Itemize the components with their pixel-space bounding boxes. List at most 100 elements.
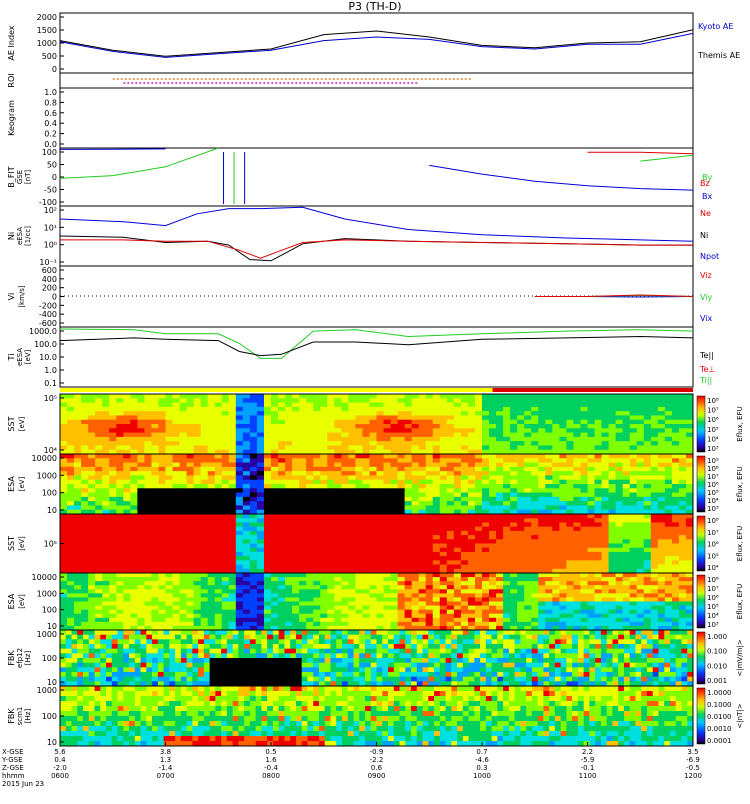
esa_e-cell bbox=[637, 475, 644, 480]
sst_e-cell bbox=[686, 403, 693, 408]
sst_e-cell bbox=[243, 415, 250, 420]
sst_e-cell bbox=[271, 415, 278, 420]
esa_i-cell bbox=[109, 581, 116, 585]
sst_i-cell bbox=[151, 514, 158, 519]
sst_e-cell bbox=[623, 445, 630, 450]
esa_e-cell bbox=[517, 488, 524, 493]
sst_i-cell bbox=[545, 514, 552, 519]
bfit-ytick: -50 bbox=[44, 186, 57, 195]
esa_e-cell bbox=[81, 454, 88, 459]
sst_i-cell bbox=[137, 552, 144, 557]
esa_e-cell bbox=[552, 471, 559, 476]
sst_e-cell bbox=[517, 428, 524, 433]
esa_i-cell bbox=[285, 614, 292, 618]
esa_e-cell bbox=[95, 488, 102, 493]
esa_e-cell bbox=[292, 493, 299, 498]
esa_e-cell bbox=[173, 493, 180, 498]
sst_e-cell bbox=[313, 428, 320, 433]
sst_i-cell bbox=[686, 527, 693, 532]
esa_i-cell bbox=[468, 593, 475, 597]
sst_e-cell bbox=[320, 445, 327, 450]
sst_e-cell bbox=[679, 437, 686, 442]
esa_e-cell bbox=[137, 471, 144, 476]
sst_e-cell bbox=[285, 441, 292, 446]
sst_e-cell bbox=[306, 437, 313, 442]
esa_e-cell bbox=[348, 488, 355, 493]
esa_i-cell bbox=[60, 610, 67, 614]
sst_i-cell bbox=[369, 552, 376, 557]
sst_e-cell bbox=[158, 407, 165, 412]
sst_e-cell bbox=[545, 441, 552, 446]
esa_e-cell bbox=[102, 463, 109, 468]
sst_e-cell bbox=[566, 445, 573, 450]
sst_i-cell bbox=[313, 565, 320, 570]
esa_e-cell bbox=[341, 458, 348, 463]
sst_e-cell bbox=[658, 411, 665, 416]
esa_i-cell bbox=[398, 602, 405, 606]
sst_i-cell bbox=[180, 552, 187, 557]
sst_e-cell bbox=[320, 415, 327, 420]
esa_e-cell bbox=[510, 480, 517, 485]
esa_e-cbtick: 10⁶ bbox=[707, 481, 719, 489]
sst_e-cell bbox=[123, 437, 130, 442]
sst_i-cell bbox=[398, 544, 405, 549]
esa_i-cell bbox=[355, 622, 362, 626]
esa_i-cell bbox=[412, 581, 419, 585]
bfit-units: [nT] bbox=[24, 170, 32, 184]
sst_e-cell bbox=[616, 445, 623, 450]
vi-ylabel: Vi bbox=[7, 293, 16, 301]
esa_e-cell bbox=[377, 497, 384, 502]
sst_i-cell bbox=[250, 544, 257, 549]
sst_i-cell bbox=[313, 539, 320, 544]
esa_e-cell bbox=[524, 454, 531, 459]
sst_i-cell bbox=[313, 531, 320, 536]
esa_i-cell bbox=[151, 589, 158, 593]
sst_i-cell bbox=[426, 518, 433, 523]
esa_e-cell bbox=[398, 463, 405, 468]
esa_e-cell bbox=[292, 488, 299, 493]
sst_e-cell bbox=[74, 415, 81, 420]
sst_i-cell bbox=[454, 560, 461, 565]
esa_i-cell bbox=[173, 610, 180, 614]
esa_i-cell bbox=[580, 577, 587, 581]
sst_i-cell bbox=[538, 535, 545, 540]
sst_e-cell bbox=[362, 433, 369, 438]
sst_e-cell bbox=[573, 437, 580, 442]
sst_e-cell bbox=[672, 424, 679, 429]
esa_e-cell bbox=[327, 458, 334, 463]
esa_i-cell bbox=[496, 593, 503, 597]
sst_i-cell bbox=[405, 556, 412, 561]
esa_e-cell bbox=[391, 488, 398, 493]
sst_e-cell bbox=[285, 437, 292, 442]
esa_e-cell bbox=[285, 475, 292, 480]
sst_e-cell bbox=[74, 433, 81, 438]
sst_i-cell bbox=[116, 565, 123, 570]
esa_i-cell bbox=[320, 606, 327, 610]
esa_i-cell bbox=[271, 589, 278, 593]
esa_e-cell bbox=[630, 475, 637, 480]
sst_e-cell bbox=[187, 398, 194, 403]
sst_e-cell bbox=[362, 398, 369, 403]
sst_e-cell bbox=[348, 433, 355, 438]
sst_i-cell bbox=[201, 535, 208, 540]
sst_i-cell bbox=[602, 527, 609, 532]
esa_e-cell bbox=[137, 458, 144, 463]
sst_i-cell bbox=[447, 531, 454, 536]
esa_i-cell bbox=[320, 585, 327, 589]
esa_e-cell bbox=[616, 484, 623, 489]
esa_i-cell bbox=[461, 585, 468, 589]
esa_i-cell bbox=[137, 581, 144, 585]
sst_i-cell bbox=[299, 539, 306, 544]
esa_e-cell bbox=[545, 467, 552, 472]
sst_e-cell bbox=[151, 433, 158, 438]
sst_i-cell bbox=[609, 556, 616, 561]
sst_e-cell bbox=[137, 420, 144, 425]
esa_i-cell bbox=[250, 602, 257, 606]
sst_i-cell bbox=[531, 535, 538, 540]
sst_i-cell bbox=[419, 531, 426, 536]
esa_i-cell bbox=[187, 610, 194, 614]
sst_e-cell bbox=[440, 424, 447, 429]
sst_i-cell bbox=[299, 552, 306, 557]
esa_e-cell bbox=[229, 488, 236, 493]
sst_i-cell bbox=[468, 539, 475, 544]
